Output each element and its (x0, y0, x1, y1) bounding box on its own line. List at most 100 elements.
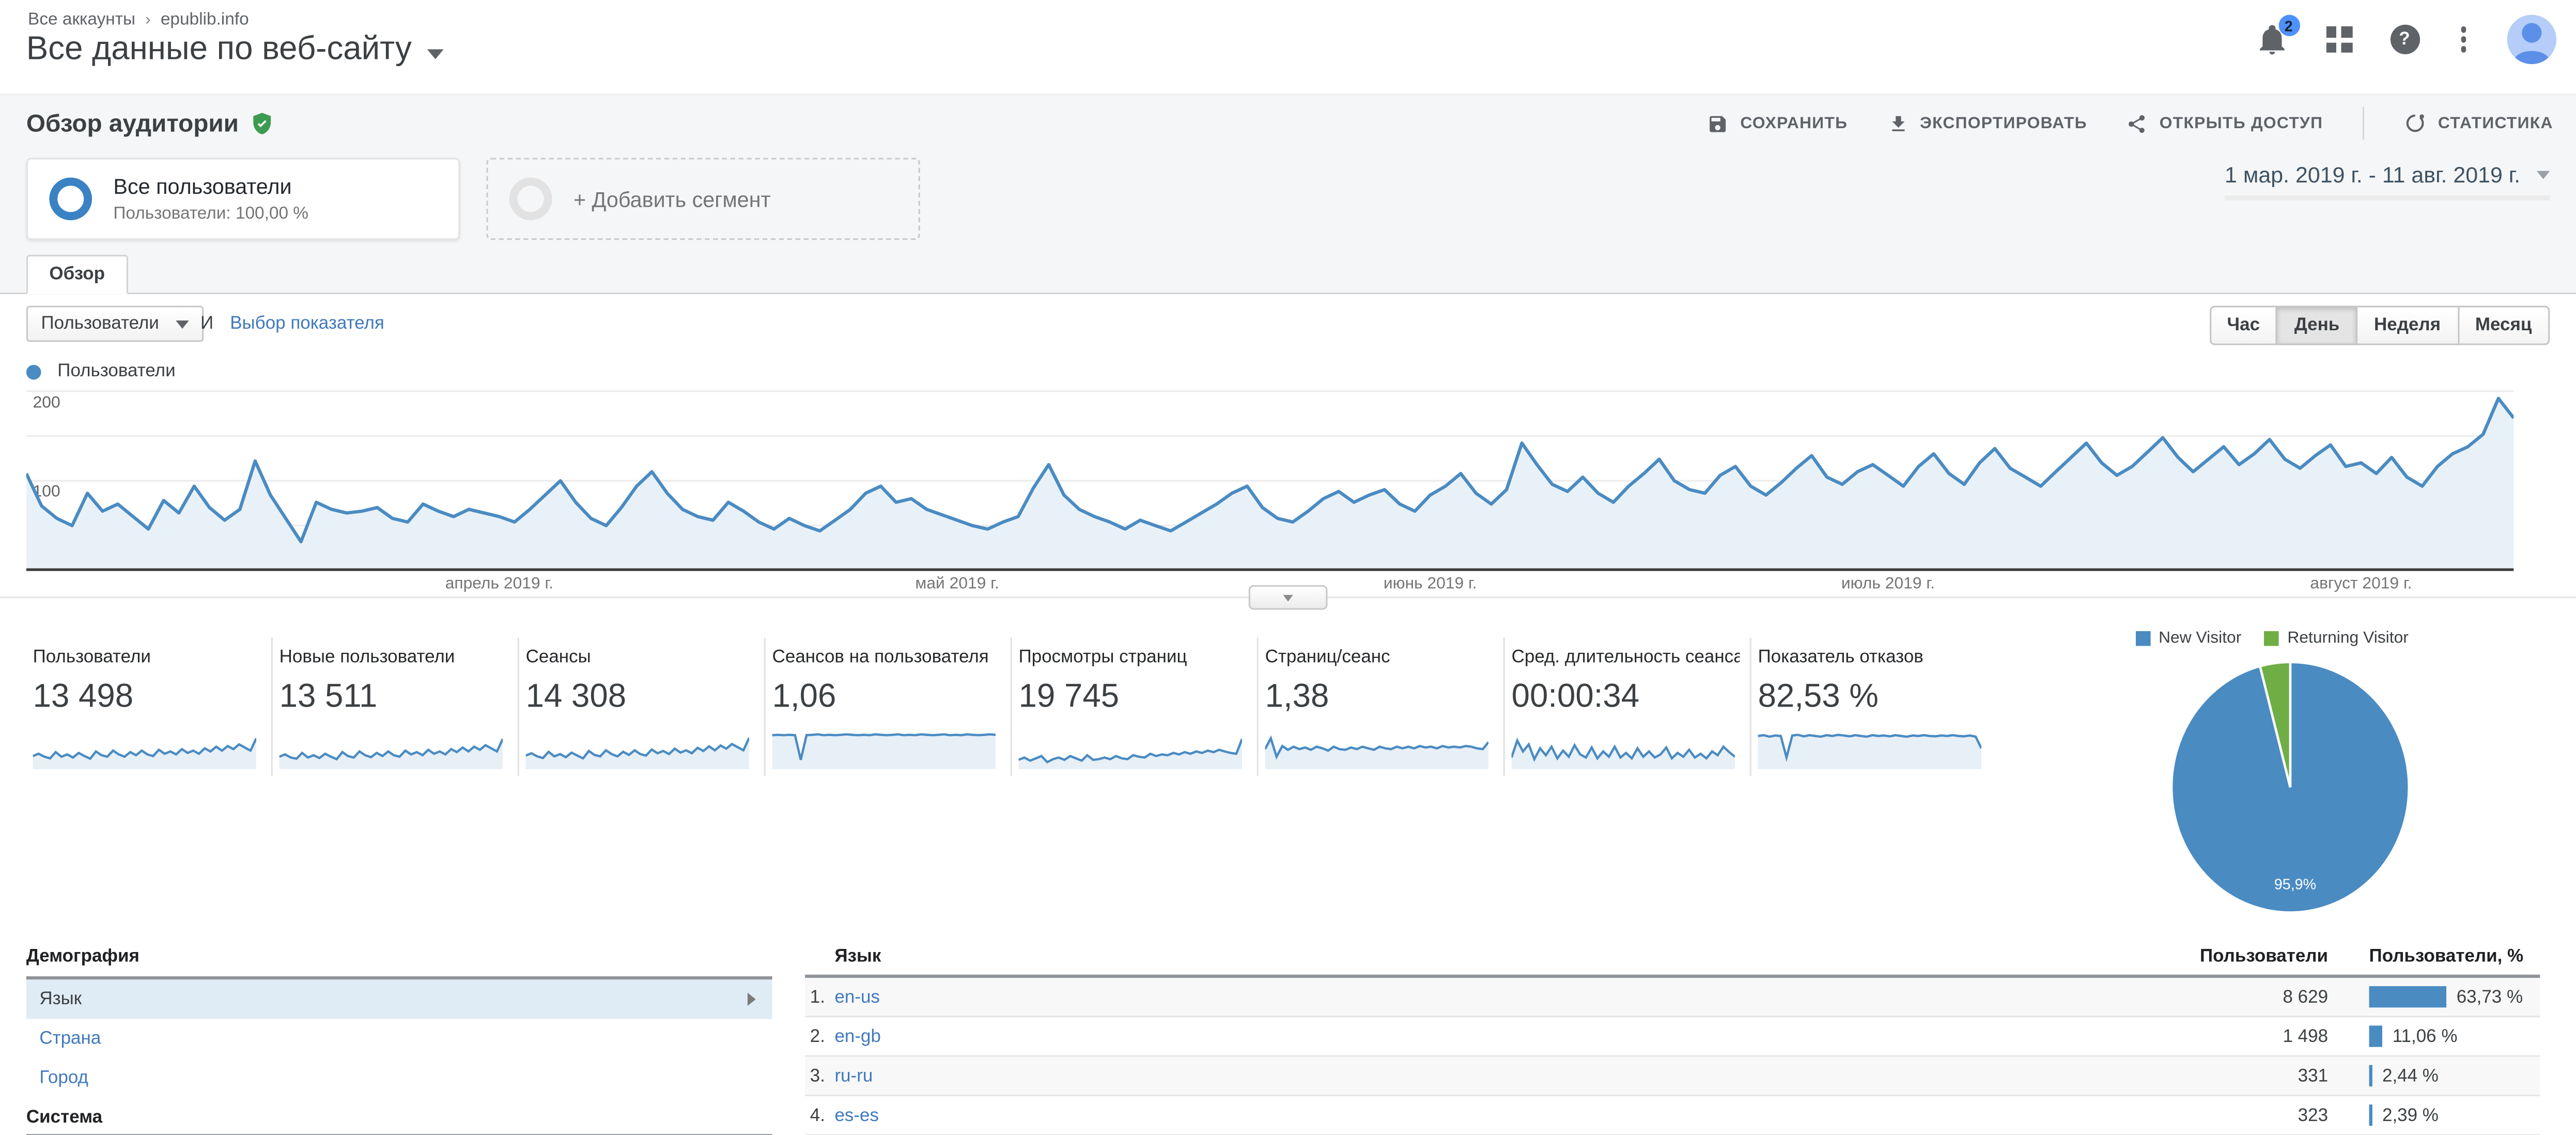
pie-slice[interactable] (2258, 661, 2292, 788)
dimension-sidebar: Демография Язык Страна Город Система (26, 947, 772, 1135)
language-link[interactable]: en-us (834, 987, 880, 1007)
users-line-chart[interactable] (26, 388, 2514, 572)
x-axis-label: август 2019 г. (2310, 575, 2412, 593)
breadcrumb-account[interactable]: Все аккаунты (28, 10, 136, 30)
insights-button-label: СТАТИСТИКА (2438, 114, 2553, 132)
date-range-selector[interactable]: 1 мар. 2019 г. - 11 авг. 2019 г. (2225, 163, 2550, 201)
view-dropdown-caret-icon[interactable] (426, 48, 443, 58)
bottom-section: Демография Язык Страна Город Система Язык … (0, 947, 2576, 1135)
breadcrumb-property[interactable]: epublib.info (160, 10, 249, 30)
language-table-row: 1. en-us 8 629 63,73 % (805, 978, 2540, 1018)
chevron-right-icon (747, 992, 756, 1006)
visitor-type-pie-chart[interactable] (2170, 661, 2411, 914)
metric-card: Сеансы 14 308 (519, 637, 766, 776)
report-toolbar: Обзор аудитории СОХРАНИТЬ ЭКСПОРТИРОВАТЬ (0, 94, 2576, 151)
granularity-Неделя[interactable]: Неделя (2357, 305, 2459, 345)
metric-label: Новые пользователи (279, 647, 455, 668)
row-rank: 1. (810, 987, 825, 1007)
metric-sparkline (1265, 735, 1489, 770)
pct-bar (2369, 1065, 2372, 1086)
x-axis-label: июль 2019 г. (1841, 575, 1935, 593)
sidebar-item-Страна[interactable]: Страна (39, 1029, 101, 1049)
y-axis-label-200: 200 (33, 394, 60, 413)
language-link[interactable]: es-es (834, 1105, 879, 1125)
help-icon[interactable]: ? (2389, 24, 2419, 54)
download-icon (1891, 115, 1904, 131)
metric-value: 1,06 (772, 679, 836, 715)
language-table-rows: 1. en-us 8 629 63,73 % 2. en-gb 1 498 11,06 % 3.… (805, 978, 2540, 1135)
column-header-language: Язык (834, 946, 881, 967)
language-table-row: 2. en-gb 1 498 11,06 % (805, 1017, 2540, 1057)
granularity-День[interactable]: День (2278, 305, 2358, 345)
timeseries-chart-section: Пользователи 200 100 апрель 2019 г. май 2… (0, 352, 2576, 610)
x-axis-labels: апрель 2019 г. май 2019 г. июнь 2019 г. июл… (26, 575, 2514, 595)
row-rank: 3. (810, 1066, 825, 1086)
pct-text: 63,73 % (2456, 987, 2523, 1007)
tab-overview[interactable]: Обзор (26, 254, 128, 295)
granularity-Месяц[interactable]: Месяц (2459, 305, 2550, 345)
language-table-header: Язык Пользователи Пользователи, % (805, 947, 2540, 978)
users-value: 331 (2298, 1066, 2329, 1086)
pct-text: 2,44 % (2382, 1066, 2439, 1086)
metric-value: 00:00:34 (1511, 679, 1640, 715)
toolbar-divider (2362, 106, 2364, 140)
column-header-users: Пользователи (2199, 946, 2329, 967)
verified-shield-icon (254, 112, 271, 134)
metric-value: 82,53 % (1758, 679, 1879, 715)
metric-card: Показатель отказов 82,53 % (1751, 638, 1998, 776)
bell-icon (2259, 25, 2284, 55)
export-button[interactable]: ЭКСПОРТИРОВАТЬ (1887, 113, 2087, 134)
insights-icon (2406, 114, 2424, 132)
conjunction-label: И (200, 314, 214, 334)
metric-scorecards: Пользователи 13 498 Новые пользователи 13 5… (26, 637, 1998, 776)
granularity-switch: Час День Неделя Месяц (2209, 305, 2550, 345)
metric-label: Сеансы (525, 647, 591, 668)
metric-label: Сред. длительность сеанса (1511, 647, 1740, 668)
language-table: Язык Пользователи Пользователи, % 1. en-u… (805, 947, 2540, 1135)
apps-grid-icon[interactable] (2325, 26, 2352, 53)
metric-label: Страниц/сеанс (1265, 647, 1390, 668)
language-link[interactable]: en-gb (834, 1026, 881, 1047)
x-axis-label: май 2019 г. (915, 575, 999, 593)
export-button-label: ЭКСПОРТИРОВАТЬ (1920, 114, 2087, 132)
dimension-list: Язык Страна Город (26, 976, 772, 1098)
granularity-Час[interactable]: Час (2209, 305, 2278, 345)
metric-sparkline (279, 738, 503, 770)
sidebar-item-Язык[interactable]: Язык (26, 979, 772, 1019)
collapse-caret-icon (1283, 594, 1293, 601)
date-range-text: 1 мар. 2019 г. - 11 авг. 2019 г. (2225, 162, 2521, 188)
segment-all-users[interactable]: Все пользователи Пользователи: 100,00 % (26, 158, 460, 240)
insights-button[interactable]: СТАТИСТИКА (2403, 112, 2553, 135)
save-button-label: СОХРАНИТЬ (1740, 114, 1848, 132)
metric-selector-dropdown[interactable]: Пользователи (26, 305, 204, 342)
metric-card: Новые пользователи 13 511 (273, 637, 519, 776)
language-link[interactable]: ru-ru (834, 1066, 873, 1086)
view-title-row[interactable]: Все данные по веб-сайту (26, 31, 443, 69)
metric-label: Показатель отказов (1758, 647, 1923, 668)
metric-card: Сеансов на пользователя 1,06 (766, 637, 1012, 776)
more-vert-icon[interactable] (2457, 23, 2470, 55)
legend-text: New Visitor (2159, 629, 2242, 648)
segment-subtitle: Пользователи: 100,00 % (113, 204, 309, 224)
share-button[interactable]: ОТКРЫТЬ ДОСТУП (2127, 113, 2323, 134)
save-button[interactable]: СОХРАНИТЬ (1708, 113, 1848, 134)
users-pct-cell: 11,06 % (2348, 1025, 2540, 1047)
avatar[interactable] (2507, 14, 2557, 65)
toolbar-actions: СОХРАНИТЬ ЭКСПОРТИРОВАТЬ ОТКРЫТЬ ДОСТУП (1708, 106, 2553, 140)
column-header-users-pct: Пользователи, % (2369, 946, 2524, 967)
row-rank: 4. (810, 1105, 825, 1125)
add-segment-button[interactable]: + Добавить сегмент (486, 158, 920, 240)
metric-value: 1,38 (1265, 679, 1329, 715)
metric-value: 14 308 (525, 679, 627, 715)
segment-title: Все пользователи (113, 174, 292, 199)
select-metric-link[interactable]: Выбор показателя (230, 314, 384, 334)
date-range-caret-icon (2536, 171, 2550, 179)
share-icon (2129, 114, 2146, 132)
sidebar-item-Город[interactable]: Город (39, 1068, 88, 1088)
share-button-label: ОТКРЫТЬ ДОСТУП (2159, 114, 2323, 132)
legend-text: Returning Visitor (2287, 629, 2409, 648)
metric-sparkline (1018, 738, 1243, 770)
notifications-button[interactable]: 2 (2255, 14, 2300, 57)
chart-collapse-button[interactable] (1248, 585, 1328, 610)
